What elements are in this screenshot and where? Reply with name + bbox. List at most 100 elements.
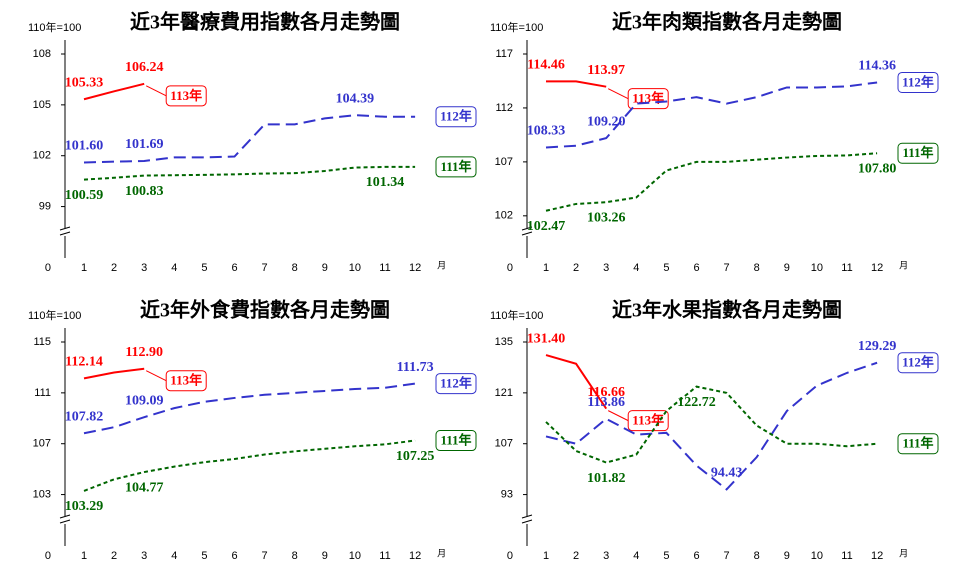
value-label: 107.25	[396, 449, 435, 464]
x-tick-label: 4	[633, 550, 639, 562]
series-line	[545, 361, 878, 491]
chart-title: 近3年外食費指數各月走勢圖	[140, 298, 390, 322]
y-tick-label: 102	[33, 150, 51, 162]
x-tick-label: 12	[409, 262, 421, 274]
legend-box	[627, 410, 669, 432]
y-tick-label: 105	[33, 99, 51, 111]
legend-box	[897, 352, 939, 374]
y-tick-label: 107	[495, 156, 513, 168]
value-label: 113.86	[587, 395, 625, 410]
y-tick-label: 121	[495, 387, 513, 399]
legend-label: 113年	[170, 373, 202, 388]
x-tick-label: 4	[633, 262, 639, 274]
x-tick-label: 2	[111, 550, 117, 562]
x-tick-label: 3	[603, 262, 609, 274]
value-label: 101.82	[587, 471, 626, 486]
legend-pointer	[145, 370, 167, 382]
x-tick-label: 1	[543, 550, 549, 562]
y-tick-label: 99	[39, 200, 51, 212]
value-label: 106.24	[125, 60, 164, 75]
x-tick-label: 4	[171, 262, 177, 274]
origin-label: 0	[45, 550, 51, 562]
x-tick-label: 11	[841, 550, 852, 562]
x-tick-label: 8	[292, 262, 298, 274]
series-line	[545, 152, 878, 212]
x-tick-label: 1	[81, 550, 87, 562]
legend-label: 112年	[440, 376, 472, 391]
value-label: 111.73	[397, 360, 434, 375]
legend-box	[165, 370, 207, 392]
x-tick-label: 8	[754, 262, 760, 274]
x-tick-label: 9	[322, 550, 328, 562]
series-line	[83, 82, 145, 101]
x-tick-label: 1	[543, 262, 549, 274]
legend-box	[435, 156, 477, 178]
value-label: 101.60	[65, 139, 104, 154]
value-label: 94.43	[711, 466, 743, 481]
x-unit: 月	[899, 260, 908, 270]
value-label: 131.40	[527, 331, 566, 346]
legend-label: 112年	[440, 109, 472, 124]
axis-break	[59, 514, 71, 524]
chart-title: 近3年醫療費用指數各月走勢圖	[130, 10, 400, 34]
legend-box	[897, 142, 939, 164]
value-label: 101.69	[125, 137, 164, 152]
y-unit: 110年=100	[490, 308, 543, 322]
legend-pointer	[607, 88, 629, 100]
y-tick-label: 93	[501, 488, 513, 500]
y-tick-label: 107	[33, 438, 51, 450]
x-tick-label: 3	[141, 262, 147, 274]
x-tick-label: 7	[724, 262, 730, 274]
axis-break	[521, 514, 533, 524]
x-tick-label: 9	[784, 262, 790, 274]
x-tick-label: 6	[693, 550, 699, 562]
series-line	[546, 80, 607, 88]
value-label: 107.80	[858, 161, 897, 176]
value-label: 122.72	[677, 395, 716, 410]
legend-box	[435, 430, 477, 452]
chart-title: 近3年肉類指數各月走勢圖	[612, 10, 842, 34]
legend-label: 111年	[902, 145, 933, 160]
legend-box	[165, 85, 207, 107]
x-tick-label: 4	[171, 550, 177, 562]
x-tick-label: 3	[603, 550, 609, 562]
legend-box	[435, 373, 477, 395]
y-tick-label: 107	[495, 438, 513, 450]
x-tick-label: 3	[141, 550, 147, 562]
y-tick-label: 108	[33, 48, 51, 60]
value-label: 101.34	[366, 175, 405, 190]
x-tick-label: 12	[871, 550, 883, 562]
x-unit: 月	[437, 548, 446, 558]
value-label: 116.66	[587, 385, 625, 400]
legend-label: 113年	[632, 413, 664, 428]
series-line	[83, 382, 416, 435]
series-line	[83, 367, 145, 380]
value-label: 114.36	[858, 59, 896, 74]
value-label: 100.59	[65, 188, 104, 203]
origin-label: 0	[45, 262, 51, 274]
value-label: 108.33	[527, 124, 566, 139]
x-tick-label: 6	[231, 262, 237, 274]
x-tick-label: 6	[231, 550, 237, 562]
legend-pointer	[145, 85, 167, 97]
y-tick-label: 111	[34, 387, 51, 399]
x-tick-label: 5	[663, 550, 669, 562]
value-label: 103.26	[587, 210, 626, 225]
x-tick-label: 10	[811, 262, 823, 274]
series-line	[545, 354, 608, 410]
series-line	[83, 114, 416, 164]
series-line	[83, 439, 416, 492]
value-label: 107.82	[65, 410, 104, 425]
value-label: 114.46	[527, 58, 565, 73]
y-unit: 110年=100	[28, 308, 81, 322]
y-tick-label: 112	[495, 102, 513, 114]
value-label: 104.77	[125, 480, 164, 495]
x-tick-label: 5	[201, 262, 207, 274]
series-line	[545, 385, 878, 464]
x-tick-label: 7	[724, 550, 730, 562]
x-tick-label: 9	[784, 550, 790, 562]
x-tick-label: 2	[573, 262, 579, 274]
x-tick-label: 5	[201, 550, 207, 562]
